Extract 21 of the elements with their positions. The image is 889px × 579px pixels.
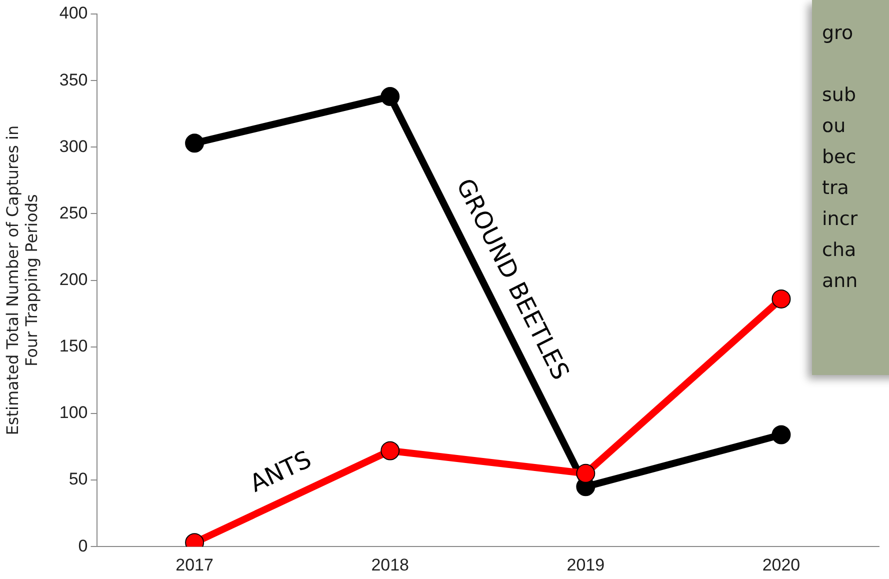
point <box>185 134 204 153</box>
x-tick-label: 2020 <box>762 555 800 574</box>
y-tick-label: 400 <box>59 4 88 23</box>
point <box>380 441 400 460</box>
point <box>576 464 596 483</box>
y-tick-label: 300 <box>59 136 88 156</box>
point <box>772 425 791 444</box>
y-tick-label: 50 <box>68 470 88 489</box>
y-tick-label: 100 <box>59 403 88 422</box>
y-tick-label: 250 <box>59 203 88 222</box>
point <box>380 87 400 106</box>
point <box>772 289 791 308</box>
x-tick-label: 2018 <box>371 555 410 574</box>
y-tick-label: 350 <box>59 70 88 90</box>
note-box: gro sub ou bec tra incr cha ann <box>812 0 889 375</box>
x-tick-label: 2017 <box>176 555 214 574</box>
y-tick-label: 200 <box>59 270 88 289</box>
y-axis-title: Estimated Total Number of Captures in Four Trapping Periods <box>2 125 41 436</box>
y-tick-label: 0 <box>78 536 88 556</box>
y-tick-label: 150 <box>59 336 88 356</box>
x-tick-label: 2019 <box>566 555 605 574</box>
